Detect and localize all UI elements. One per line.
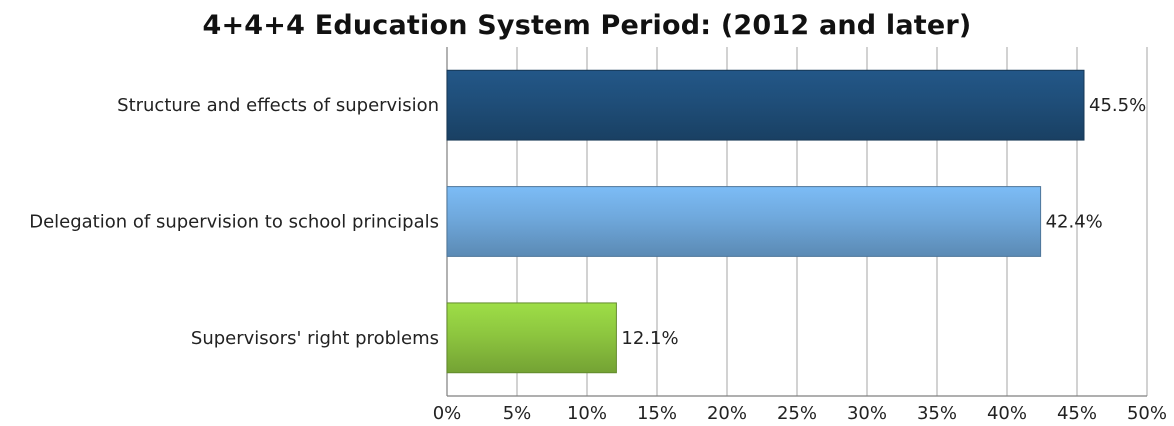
x-tick-label-5: 25% bbox=[777, 403, 817, 424]
x-tick-label-7: 35% bbox=[917, 403, 957, 424]
x-tick-label-0: 0% bbox=[433, 403, 462, 424]
value-label-0: 45.5% bbox=[1089, 95, 1146, 116]
value-label-1: 42.4% bbox=[1046, 212, 1103, 233]
x-tick-label-8: 40% bbox=[987, 403, 1027, 424]
category-label-0: Structure and effects of supervision bbox=[117, 95, 439, 116]
bar-1 bbox=[446, 186, 1042, 257]
x-tick-label-10: 50% bbox=[1127, 403, 1167, 424]
x-tick-label-3: 15% bbox=[637, 403, 677, 424]
chart-title: 4+4+4 Education System Period: (2012 and… bbox=[202, 10, 972, 41]
x-tick-label-9: 45% bbox=[1057, 403, 1097, 424]
category-label-1: Delegation of supervision to school prin… bbox=[29, 212, 439, 233]
bar-0 bbox=[446, 69, 1085, 141]
x-tick-label-4: 20% bbox=[707, 403, 747, 424]
x-tick-label-2: 10% bbox=[567, 403, 607, 424]
bar-2 bbox=[446, 302, 617, 374]
x-tick-label-1: 5% bbox=[503, 403, 532, 424]
value-label-2: 12.1% bbox=[621, 328, 678, 349]
x-tick-label-6: 30% bbox=[847, 403, 887, 424]
category-label-2: Supervisors' right problems bbox=[191, 328, 439, 349]
